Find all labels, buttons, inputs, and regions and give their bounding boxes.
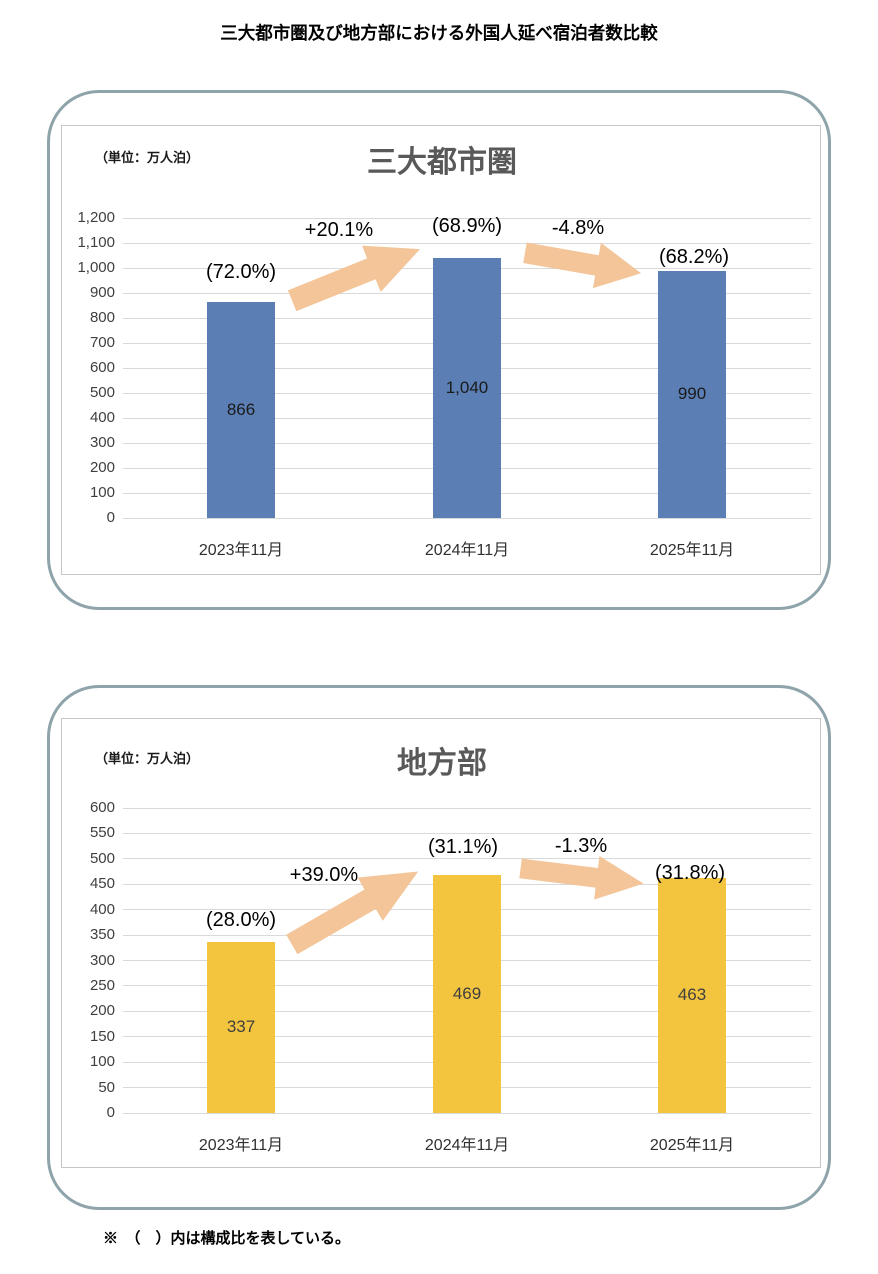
bar-value-label: 990 — [677, 384, 707, 404]
bar-value-label: 463 — [677, 985, 707, 1005]
y-tick-label: 1,200 — [77, 209, 115, 226]
footnote: ※ （ ）内は構成比を表している。 — [103, 1230, 351, 1247]
bar — [658, 270, 726, 518]
bar-value-label: 469 — [452, 983, 482, 1003]
growth-arrow-icon — [283, 226, 430, 324]
x-axis-label: 2025年11月 — [649, 542, 735, 559]
gridline — [123, 807, 811, 809]
y-tick-label: 0 — [106, 1104, 115, 1121]
y-tick-label: 700 — [89, 334, 115, 351]
bar-value-label: 337 — [226, 1017, 256, 1037]
share-label: (72.0%) — [205, 261, 277, 283]
y-tick-label: 600 — [89, 359, 115, 376]
y-tick-label: 900 — [89, 284, 115, 301]
metro-plot-frame — [61, 125, 821, 575]
share-label: (28.0%) — [205, 909, 277, 931]
y-tick-label: 1,000 — [77, 259, 115, 276]
bar-value-label: 1,040 — [445, 378, 489, 397]
regional-plot: 0 50 100 150 200 250 300 350 400 450 500 550 600 337 2… — [50, 688, 834, 1207]
bar — [433, 258, 501, 518]
y-tick-label: 300 — [89, 434, 115, 451]
y-tick-label: 400 — [89, 900, 115, 918]
y-tick-label: 400 — [89, 409, 115, 426]
regional-chart-panel: （単位：万人泊） 地方部 0 50 100 150 200 250 300 350 400 450… — [47, 685, 831, 1210]
gridline — [123, 1112, 811, 1114]
x-axis-label: 2023年11月 — [198, 1137, 284, 1154]
y-tick-label: 1,100 — [77, 234, 115, 251]
metro-plot: 0 100 200 300 400 500 600 700 800 900 1,000 1,100 1,… — [50, 93, 834, 607]
change-label: +39.0% — [289, 864, 359, 886]
regional-unit-label: （単位：万人泊） — [95, 751, 200, 766]
metro-chart-panel: （単位：万人泊） 三大都市圏 0 100 200 300 400 500 600 700 800… — [47, 90, 831, 610]
y-tick-label: 150 — [89, 1027, 115, 1045]
growth-arrow-icon — [521, 230, 645, 296]
bar — [207, 941, 275, 1113]
gridline — [123, 242, 811, 244]
x-axis-label: 2024年11月 — [424, 1137, 510, 1154]
share-label: (68.2%) — [658, 246, 730, 268]
page-title: 三大都市圏及び地方部における外国人延べ宿泊者数比較 — [220, 23, 658, 43]
y-tick-label: 100 — [89, 484, 115, 501]
y-tick-label: 450 — [89, 875, 115, 893]
gridline — [123, 217, 811, 219]
bar — [658, 877, 726, 1113]
change-label: +20.1% — [304, 219, 374, 241]
metro-unit-label: （単位：万人泊） — [95, 150, 200, 165]
regional-plot-frame — [61, 718, 821, 1168]
bar-value-label: 866 — [226, 399, 256, 419]
y-tick-label: 550 — [89, 824, 115, 842]
x-axis-label: 2024年11月 — [424, 542, 510, 559]
growth-arrow-icon — [279, 850, 430, 966]
metro-chart-title: 三大都市圏 — [367, 146, 517, 179]
y-tick-label: 100 — [89, 1053, 115, 1071]
y-tick-label: 500 — [89, 849, 115, 867]
share-label: (31.1%) — [427, 836, 499, 858]
gridline — [123, 858, 811, 860]
y-tick-label: 200 — [89, 1002, 115, 1020]
y-tick-label: 500 — [89, 384, 115, 401]
change-label: -1.3% — [554, 835, 608, 857]
y-tick-label: 250 — [89, 976, 115, 994]
y-tick-label: 800 — [89, 309, 115, 326]
share-label: (68.9%) — [431, 215, 503, 237]
y-tick-label: 600 — [89, 799, 115, 816]
bar — [207, 301, 275, 518]
y-tick-label: 0 — [106, 509, 115, 526]
y-tick-label: 300 — [89, 951, 115, 969]
y-tick-label: 200 — [89, 459, 115, 476]
gridline — [123, 517, 811, 519]
x-axis-label: 2023年11月 — [198, 542, 284, 559]
y-tick-label: 50 — [98, 1078, 115, 1096]
gridline — [123, 832, 811, 834]
regional-chart-title: 地方部 — [397, 747, 487, 780]
growth-arrow-icon — [518, 847, 646, 906]
bar — [433, 874, 501, 1113]
x-axis-label: 2025年11月 — [649, 1137, 735, 1154]
y-tick-label: 350 — [89, 926, 115, 944]
share-label: (31.8%) — [654, 862, 726, 884]
change-label: -4.8% — [551, 217, 605, 239]
